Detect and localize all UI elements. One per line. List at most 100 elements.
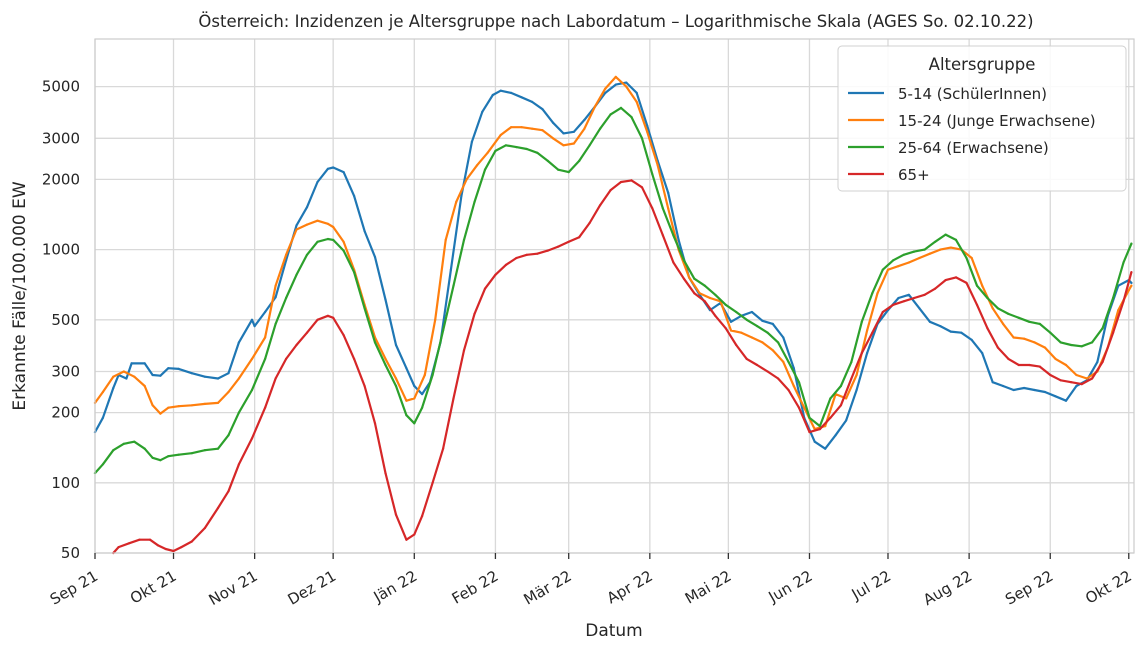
data-point bbox=[101, 463, 104, 466]
y-tick-label: 300 bbox=[51, 363, 80, 381]
data-point bbox=[661, 234, 665, 237]
data-point bbox=[442, 447, 445, 450]
data-point bbox=[824, 447, 827, 450]
data-point bbox=[771, 322, 774, 325]
data-point bbox=[672, 234, 675, 237]
data-point bbox=[295, 273, 298, 276]
data-point bbox=[871, 292, 874, 295]
data-point bbox=[567, 240, 570, 243]
data-point bbox=[305, 206, 309, 209]
data-point bbox=[661, 207, 665, 210]
data-point bbox=[316, 240, 319, 243]
data-point bbox=[1117, 309, 1120, 312]
data-point bbox=[332, 238, 335, 241]
data-point bbox=[777, 341, 780, 344]
data-point bbox=[164, 547, 167, 551]
data-point bbox=[960, 331, 963, 334]
y-tick-label: 100 bbox=[51, 474, 80, 492]
data-point bbox=[918, 256, 921, 260]
data-point bbox=[1023, 337, 1026, 340]
data-point bbox=[264, 336, 267, 339]
legend-title: Altersgruppe bbox=[929, 55, 1036, 74]
data-point bbox=[1012, 336, 1015, 339]
data-point bbox=[295, 224, 298, 227]
data-point bbox=[413, 384, 416, 388]
data-point bbox=[724, 303, 727, 306]
data-point bbox=[525, 253, 528, 256]
data-point bbox=[1017, 316, 1020, 319]
data-point bbox=[101, 416, 104, 419]
series-3 bbox=[93, 106, 1133, 475]
data-point bbox=[413, 422, 416, 425]
data-point bbox=[640, 186, 644, 189]
data-point bbox=[703, 300, 706, 303]
data-point bbox=[384, 472, 387, 475]
data-point bbox=[295, 228, 298, 231]
data-point bbox=[1064, 363, 1068, 367]
data-point bbox=[363, 307, 366, 310]
data-point bbox=[541, 129, 544, 132]
data-point bbox=[504, 263, 507, 266]
data-point bbox=[651, 173, 654, 176]
data-point bbox=[1049, 373, 1052, 377]
data-point bbox=[682, 277, 686, 280]
data-point bbox=[965, 256, 968, 260]
data-point bbox=[1091, 341, 1094, 344]
data-point bbox=[939, 325, 942, 328]
data-point bbox=[876, 292, 879, 295]
data-point bbox=[729, 329, 733, 332]
data-point bbox=[190, 372, 193, 375]
data-point bbox=[551, 121, 555, 124]
data-point bbox=[614, 83, 617, 86]
data-point bbox=[462, 238, 466, 241]
data-point bbox=[934, 287, 937, 290]
data-point bbox=[630, 179, 633, 182]
data-point bbox=[839, 404, 843, 407]
data-point bbox=[975, 303, 979, 306]
data-point bbox=[342, 249, 345, 252]
data-point bbox=[449, 268, 452, 271]
data-point bbox=[167, 406, 170, 409]
data-point bbox=[250, 437, 254, 440]
data-point bbox=[156, 544, 159, 547]
data-point bbox=[708, 296, 712, 300]
data-point bbox=[693, 292, 696, 295]
data-point bbox=[143, 447, 146, 450]
data-point bbox=[405, 399, 408, 402]
data-point bbox=[421, 515, 424, 518]
data-point bbox=[177, 453, 180, 456]
data-point bbox=[1112, 331, 1115, 334]
data-point bbox=[1130, 284, 1133, 287]
data-point bbox=[735, 310, 738, 314]
data-point bbox=[860, 352, 863, 355]
data-point bbox=[1112, 296, 1115, 300]
data-point bbox=[237, 341, 240, 344]
data-point bbox=[834, 434, 837, 437]
data-point bbox=[499, 89, 502, 92]
data-point bbox=[803, 406, 806, 409]
data-point bbox=[1130, 242, 1133, 245]
data-point bbox=[373, 341, 377, 344]
data-point bbox=[431, 373, 434, 377]
data-point bbox=[326, 314, 329, 317]
data-point bbox=[907, 261, 911, 264]
data-point bbox=[567, 171, 570, 174]
data-point bbox=[614, 75, 617, 78]
legend-label: 65+ bbox=[898, 166, 930, 184]
data-point bbox=[216, 401, 220, 404]
data-point bbox=[771, 349, 774, 352]
data-point bbox=[394, 513, 398, 516]
data-point bbox=[455, 200, 458, 204]
data-point bbox=[583, 127, 586, 130]
data-point bbox=[1023, 386, 1026, 390]
data-point bbox=[531, 127, 534, 130]
data-point bbox=[1033, 341, 1036, 344]
data-point bbox=[394, 343, 398, 347]
data-point bbox=[494, 149, 497, 152]
data-point bbox=[934, 240, 937, 243]
data-point bbox=[583, 118, 586, 121]
data-point bbox=[326, 222, 329, 225]
data-point bbox=[342, 171, 345, 174]
data-point bbox=[578, 236, 581, 239]
data-point bbox=[536, 151, 539, 154]
